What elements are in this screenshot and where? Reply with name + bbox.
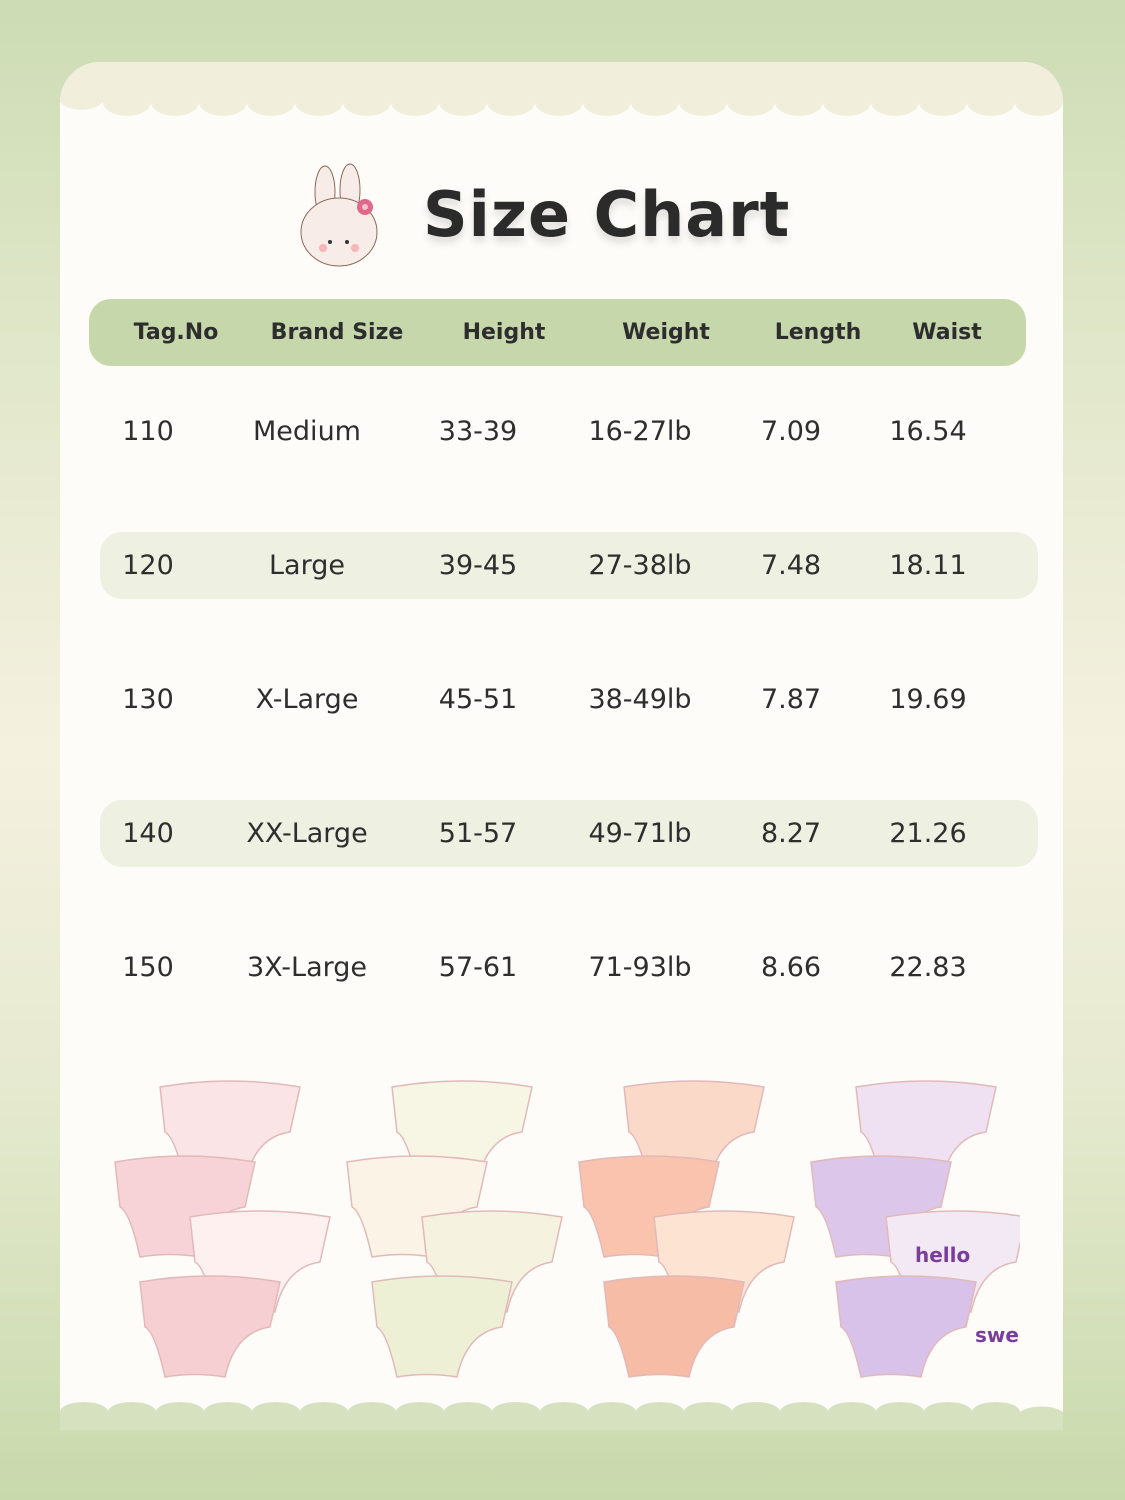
- print-label: sweet: [975, 1323, 1020, 1347]
- table-cell-waist: 22.83: [889, 952, 967, 983]
- table-cell-brand-size: XX-Large: [246, 818, 368, 849]
- table-cell-length: 8.66: [760, 952, 822, 983]
- table-cell-length: 7.87: [760, 684, 822, 715]
- table-cell-tag-no: 150: [122, 952, 174, 983]
- scallop-border-bottom: [60, 1402, 1063, 1430]
- bunny-icon: [300, 163, 378, 267]
- table-cell-tag-no: 130: [122, 684, 174, 715]
- header-waist: Waist: [912, 320, 982, 345]
- table-row: 150 3X-Large 57-61 71-93lb 8.66 22.83: [100, 934, 1038, 1001]
- header-brand-size: Brand Size: [270, 320, 404, 345]
- print-label: hello: [915, 1243, 970, 1267]
- table-cell-height: 39-45: [438, 550, 518, 581]
- table-cell-weight: 27-38lb: [588, 550, 692, 581]
- table-cell-brand-size: Large: [269, 550, 345, 581]
- header-length: Length: [774, 320, 862, 345]
- underwear-brief: [371, 1275, 513, 1378]
- table-row: 120 Large 39-45 27-38lb 7.48 18.11: [100, 532, 1038, 599]
- table-header: Tag.No Brand Size Height Weight Length W…: [89, 299, 1026, 366]
- page-title: Size Chart: [423, 178, 791, 251]
- product-photos: hello sweet: [114, 1080, 1020, 1378]
- table-cell-tag-no: 140: [122, 818, 174, 849]
- underwear-brief: [139, 1275, 281, 1378]
- table-cell-weight: 71-93lb: [588, 952, 692, 983]
- table-row: 140 XX-Large 51-57 49-71lb 8.27 21.26: [100, 800, 1038, 867]
- table-cell-brand-size: 3X-Large: [246, 952, 368, 983]
- header-tag-no: Tag.No: [133, 320, 219, 345]
- table-cell-height: 51-57: [438, 818, 518, 849]
- table-cell-waist: 21.26: [889, 818, 967, 849]
- table-cell-weight: 16-27lb: [588, 416, 692, 447]
- table-row: 130 X-Large 45-51 38-49lb 7.87 19.69: [100, 666, 1038, 733]
- header-weight: Weight: [622, 320, 710, 345]
- table-cell-waist: 18.11: [889, 550, 967, 581]
- table-cell-waist: 19.69: [889, 684, 967, 715]
- table-cell-length: 7.09: [760, 416, 822, 447]
- header-height: Height: [462, 320, 546, 345]
- table-cell-length: 7.48: [760, 550, 822, 581]
- table-cell-brand-size: Medium: [253, 416, 361, 447]
- underwear-brief: [603, 1275, 745, 1378]
- scallop-border-top: [60, 62, 1063, 116]
- table-row: 110 Medium 33-39 16-27lb 7.09 16.54: [100, 398, 1038, 465]
- underwear-brief: [835, 1275, 977, 1378]
- table-cell-weight: 49-71lb: [588, 818, 692, 849]
- table-cell-height: 57-61: [438, 952, 518, 983]
- size-chart-card: Size Chart Tag.No Brand Size Height Weig…: [60, 62, 1063, 1430]
- table-cell-brand-size: X-Large: [255, 684, 359, 715]
- table-cell-height: 45-51: [438, 684, 518, 715]
- table-cell-height: 33-39: [438, 416, 518, 447]
- table-cell-tag-no: 110: [122, 416, 174, 447]
- table-cell-tag-no: 120: [122, 550, 174, 581]
- table-cell-waist: 16.54: [889, 416, 967, 447]
- title-area: Size Chart: [295, 162, 790, 267]
- table-cell-weight: 38-49lb: [588, 684, 692, 715]
- table-cell-length: 8.27: [760, 818, 822, 849]
